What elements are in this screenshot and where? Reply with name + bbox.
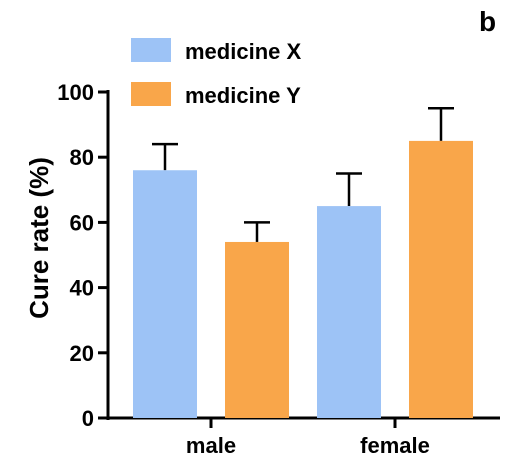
x-tick-label: male [186, 433, 236, 458]
bar [409, 140, 473, 418]
legend-swatch [131, 82, 171, 106]
y-axis-label: Cure rate (%) [24, 157, 54, 319]
bar [225, 241, 289, 418]
legend: medicine X medicine Y [131, 38, 301, 108]
bar [133, 170, 197, 418]
y-tick-label: 0 [82, 406, 94, 431]
legend-swatch [131, 38, 171, 62]
y-tick-label: 80 [70, 145, 94, 170]
x-tick-label: female [360, 433, 430, 458]
legend-label: medicine Y [185, 83, 301, 108]
x-axis: male female [106, 416, 500, 458]
y-tick-label: 40 [70, 276, 94, 301]
error-bars [152, 107, 454, 242]
y-axis: 0 20 40 60 80 100 [57, 80, 110, 431]
panel-label: b [479, 6, 497, 37]
bars [133, 140, 473, 418]
bar [317, 206, 381, 418]
legend-label: medicine X [185, 39, 301, 64]
y-tick-label: 20 [70, 341, 94, 366]
y-tick-label: 60 [70, 210, 94, 235]
y-tick-label: 100 [57, 80, 94, 105]
